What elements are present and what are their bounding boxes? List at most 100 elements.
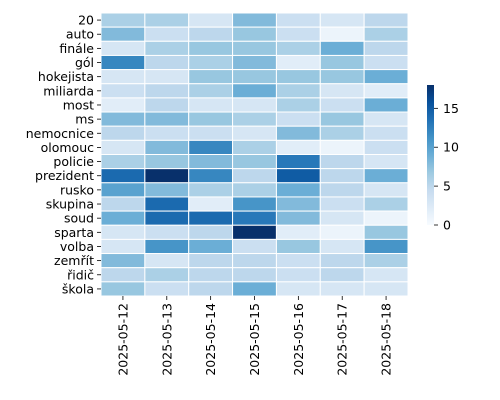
- heatmap-cell: [144, 182, 190, 198]
- heatmap-cell: [100, 154, 146, 170]
- heatmap-cell: [319, 40, 365, 56]
- heatmap-cell: [232, 97, 277, 113]
- colorbar-tick-label: 10: [443, 140, 459, 155]
- heatmap-cell: [100, 97, 146, 113]
- heatmap-cell: [188, 168, 234, 184]
- heatmap-cell: [100, 196, 146, 212]
- heatmap-cell: [363, 182, 409, 198]
- heatmap-cell: [363, 210, 409, 226]
- heatmap-cell: [363, 154, 409, 170]
- heatmap-cell: [319, 281, 365, 297]
- heatmap-cell: [363, 281, 409, 297]
- heatmap-cell: [100, 139, 146, 156]
- heatmap-cell: [232, 139, 277, 156]
- heatmap-cell: [144, 111, 190, 127]
- heatmap-cell: [275, 139, 321, 156]
- heatmap-cell: [275, 267, 321, 283]
- colorbar-tick-label: 5: [443, 179, 451, 194]
- heatmap-cell: [275, 69, 321, 85]
- heatmap-cell: [100, 69, 146, 85]
- heatmap-cell: [275, 26, 321, 42]
- heatmap-cell: [319, 267, 365, 283]
- heatmap-cell: [144, 224, 190, 240]
- heatmap-cell: [363, 26, 409, 42]
- heatmap-cell: [232, 267, 277, 283]
- heatmap-cell: [188, 196, 234, 212]
- heatmap-cell: [319, 210, 365, 226]
- heatmap-cell: [144, 69, 190, 85]
- heatmap-cell: [232, 182, 277, 198]
- y-tick-label: zemřít: [54, 253, 94, 268]
- heatmap-cell: [275, 210, 321, 226]
- heatmap-cell: [363, 97, 409, 113]
- heatmap-cell: [232, 12, 277, 28]
- heatmap-cell: [319, 97, 365, 113]
- heatmap-cell: [100, 182, 146, 198]
- y-tick-label: soud: [64, 211, 94, 226]
- heatmap-cell: [319, 196, 365, 212]
- heatmap-cell: [188, 281, 234, 297]
- heatmap-cell: [144, 125, 190, 141]
- heatmap-cell: [232, 224, 277, 240]
- heatmap-cell: [188, 54, 234, 71]
- x-tick-label: 2025-05-18: [379, 303, 394, 376]
- heatmap-cell: [188, 26, 234, 42]
- heatmap-cell: [275, 182, 321, 198]
- y-tick-label: 20: [78, 13, 94, 28]
- heatmap-cell: [100, 168, 146, 184]
- y-tick-label: prezident: [35, 168, 94, 183]
- x-tick-label: 2025-05-13: [159, 303, 174, 376]
- colorbar-tick-label: 0: [443, 218, 451, 233]
- heatmap-cell: [144, 54, 190, 71]
- heatmap-cell: [275, 238, 321, 255]
- heatmap-cell: [232, 281, 277, 297]
- y-tick-label: hokejista: [38, 69, 94, 84]
- heatmap-cell: [275, 111, 321, 127]
- heatmap-cell: [100, 54, 146, 71]
- heatmap-cell: [144, 196, 190, 212]
- heatmap-cell: [275, 196, 321, 212]
- heatmap-cell: [144, 154, 190, 170]
- heatmap-cell: [188, 267, 234, 283]
- heatmap-cell: [144, 12, 190, 28]
- heatmap-cell: [363, 224, 409, 240]
- x-tick-label: 2025-05-15: [247, 303, 262, 376]
- heatmap-cell: [363, 238, 409, 255]
- heatmap-cell: [275, 83, 321, 99]
- y-tick-label: řidič: [67, 267, 94, 282]
- heatmap-cell: [363, 125, 409, 141]
- heatmap-cell: [100, 224, 146, 240]
- heatmap-cell: [144, 267, 190, 283]
- heatmap-cell: [188, 40, 234, 56]
- heatmap-cell: [232, 253, 277, 269]
- y-tick-label: miliarda: [43, 83, 94, 98]
- heatmap-cell: [319, 253, 365, 269]
- x-tick-label: 2025-05-12: [115, 303, 130, 376]
- heatmap-cell: [275, 54, 321, 71]
- heatmap-cell: [188, 154, 234, 170]
- heatmap-cell: [319, 224, 365, 240]
- heatmap-cell: [275, 224, 321, 240]
- heatmap-cell: [144, 40, 190, 56]
- heatmap-cell: [188, 69, 234, 85]
- heatmap-cell: [144, 281, 190, 297]
- heatmap-cell: [363, 12, 409, 28]
- heatmap-cell: [319, 168, 365, 184]
- y-tick-label: olomouc: [41, 140, 95, 155]
- heatmap-cell: [144, 168, 190, 184]
- heatmap-cell: [100, 267, 146, 283]
- heatmap-cell: [232, 111, 277, 127]
- heatmap-cell: [319, 12, 365, 28]
- heatmap-cell: [144, 139, 190, 156]
- y-tick-label: volba: [60, 239, 94, 254]
- heatmap-cell: [100, 12, 146, 28]
- heatmap-cell: [188, 224, 234, 240]
- heatmap-cell: [319, 69, 365, 85]
- heatmap-cell: [363, 267, 409, 283]
- heatmap-cell: [188, 111, 234, 127]
- heatmap-cell: [100, 83, 146, 99]
- heatmap-cell: [275, 253, 321, 269]
- heatmap-cell: [363, 168, 409, 184]
- heatmap-cell: [232, 26, 277, 42]
